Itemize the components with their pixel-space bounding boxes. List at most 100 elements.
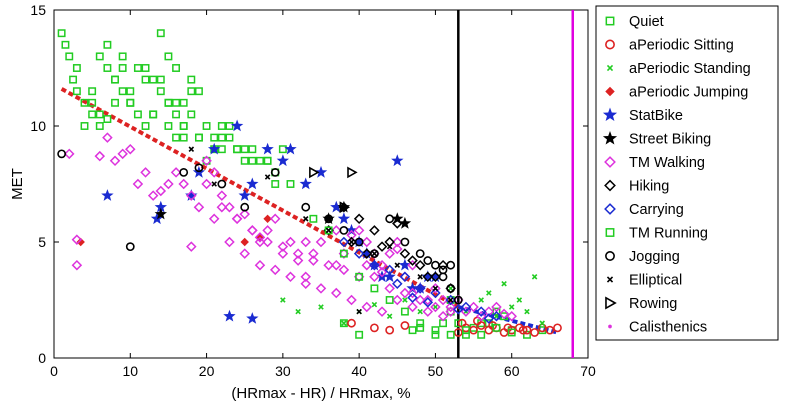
data-point-statbike — [246, 177, 259, 190]
data-point-hiking — [361, 248, 373, 259]
data-point-quiet — [278, 145, 287, 154]
data-point-aperiodic-sitting — [453, 328, 463, 337]
data-point-carrying — [453, 304, 464, 315]
data-point-tm-running — [461, 326, 470, 335]
data-point-jogging — [369, 249, 379, 258]
data-point-statbike — [314, 165, 328, 178]
data-point-quiet — [149, 75, 158, 84]
data-point-tm-walking — [422, 306, 434, 317]
data-point-aperiodic-standing — [295, 308, 301, 315]
y-tick-label: 15 — [30, 2, 46, 18]
data-point-tm-walking — [201, 178, 212, 190]
data-point-statbike — [284, 142, 297, 155]
data-point-hiking — [414, 259, 426, 271]
data-point-aperiodic-sitting — [469, 325, 478, 335]
data-point-quiet — [172, 98, 181, 107]
y-tick-label: 5 — [38, 234, 46, 250]
data-point-tm-walking — [308, 248, 319, 259]
data-point-statbike — [101, 189, 114, 201]
data-point-jogging — [339, 225, 349, 235]
data-point-aperiodic-jumping — [263, 214, 272, 224]
legend-marker-aperiodic-jumping — [605, 86, 615, 97]
data-point-aperiodic-sitting — [545, 325, 555, 335]
data-point-tm-walking — [315, 283, 327, 294]
x-tick-label: 40 — [351, 363, 367, 379]
data-point-statbike — [330, 200, 343, 213]
data-point-tm-running — [385, 296, 394, 304]
legend-item-hiking: Hiking — [604, 179, 669, 195]
legend-label-jogging: Jogging — [629, 249, 680, 265]
data-point-tm-walking — [315, 236, 327, 248]
x-tick-label: 60 — [504, 363, 520, 379]
legend-item-aperiodic-sitting: aPeriodic Sitting — [605, 38, 734, 54]
data-point-quiet — [408, 326, 417, 335]
data-point-quiet — [164, 122, 173, 130]
legend-label-aperiodic-standing: aPeriodic Standing — [629, 61, 751, 77]
data-point-carrying — [407, 292, 418, 303]
data-point-jogging — [446, 283, 456, 293]
data-point-street-biking — [398, 216, 412, 229]
data-point-tm-walking — [330, 259, 342, 271]
data-point-tm-walking — [361, 259, 373, 271]
data-point-quiet — [179, 133, 188, 142]
data-point-tm-walking — [285, 271, 296, 283]
data-point-quiet — [416, 323, 425, 332]
data-point-tm-walking — [437, 294, 449, 306]
legend-marker-jogging — [605, 251, 615, 261]
data-point-quiet — [103, 40, 112, 49]
data-point-tm-walking — [369, 271, 380, 283]
data-point-quiet — [225, 133, 234, 142]
data-point-statbike — [421, 270, 434, 283]
data-point-aperiodic-standing — [516, 297, 523, 303]
data-point-elliptical — [302, 216, 309, 222]
data-point-quiet — [172, 133, 181, 142]
data-point-carrying — [430, 287, 441, 299]
data-point-tm-walking — [186, 241, 197, 252]
data-point-tm-walking — [330, 287, 342, 299]
data-point-carrying — [475, 306, 487, 317]
data-point-tm-walking — [163, 178, 174, 190]
data-point-carrying — [445, 294, 456, 306]
data-point-jogging — [438, 265, 448, 275]
data-point-elliptical — [447, 297, 454, 303]
data-point-quiet — [88, 98, 97, 107]
data-point-tm-walking — [353, 225, 365, 236]
data-point-tm-walking — [224, 236, 235, 248]
data-point-street-biking — [154, 207, 167, 220]
data-point-statbike — [299, 177, 312, 190]
data-point-quiet — [141, 75, 150, 84]
data-point-tm-walking — [71, 234, 83, 245]
data-point-tm-walking — [300, 236, 312, 248]
legend-marker-rowing — [605, 296, 617, 310]
data-point-aperiodic-sitting — [522, 325, 532, 335]
data-point-aperiodic-sitting — [518, 325, 528, 335]
data-point-tm-walking — [376, 306, 388, 317]
data-point-quiet — [141, 64, 150, 72]
data-point-quiet — [72, 87, 81, 96]
data-point-aperiodic-standing — [486, 290, 492, 296]
data-point-elliptical — [394, 262, 401, 268]
data-point-tm-running — [286, 180, 295, 188]
data-point-statbike — [246, 312, 259, 324]
data-point-tm-walking — [384, 283, 395, 294]
legend-item-aperiodic-standing: aPeriodic Standing — [606, 61, 751, 77]
data-point-tm-walking — [376, 259, 388, 271]
legend-item-rowing: Rowing — [605, 296, 677, 312]
data-point-tm-walking — [498, 308, 510, 320]
data-point-aperiodic-standing — [539, 320, 545, 326]
data-point-quiet — [179, 122, 188, 130]
data-point-aperiodic-standing — [432, 304, 439, 310]
data-point-tm-walking — [125, 143, 136, 155]
legend-item-carrying: Carrying — [604, 202, 684, 218]
data-point-tm-walking — [254, 236, 266, 248]
data-point-tm-walking — [71, 259, 83, 271]
series-elliptical — [188, 146, 454, 315]
data-point-quiet — [61, 40, 70, 49]
data-point-quiet — [187, 75, 196, 84]
data-point-quiet — [95, 110, 104, 119]
data-point-hiking — [437, 259, 449, 271]
data-point-jogging — [57, 149, 67, 159]
data-point-quiet — [355, 330, 364, 339]
data-point-tm-walking — [468, 301, 479, 313]
legend-label-aperiodic-sitting: aPeriodic Sitting — [629, 38, 734, 54]
